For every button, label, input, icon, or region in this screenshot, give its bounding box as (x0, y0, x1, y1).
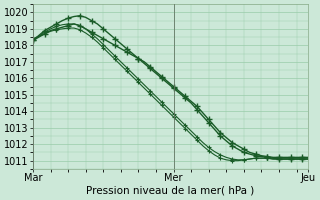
X-axis label: Pression niveau de la mer( hPa ): Pression niveau de la mer( hPa ) (86, 186, 255, 196)
